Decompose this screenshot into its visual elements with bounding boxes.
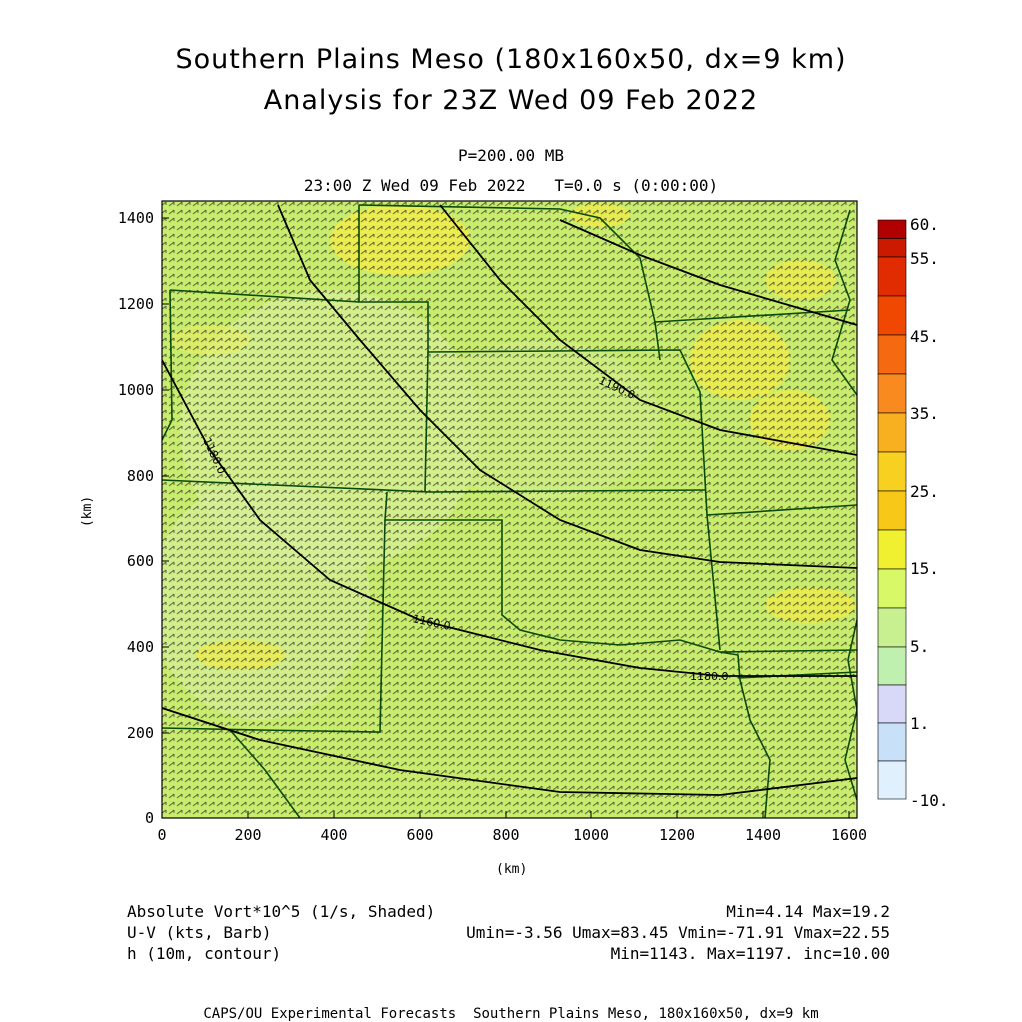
colorbar-label: 25.	[910, 482, 939, 501]
y-tick-label: 400	[126, 638, 154, 656]
y-tick-label: 600	[126, 552, 154, 570]
colorbar-label: 5.	[910, 637, 930, 656]
y-tick-label: 200	[126, 724, 154, 742]
x-tick-label: 1000	[572, 826, 610, 844]
wind-barbs	[162, 201, 857, 818]
y-tick-label: 1200	[117, 295, 154, 313]
contour-1190	[439, 204, 857, 456]
wind-stats: Umin=-3.56 Umax=83.45 Vmin=-71.91 Vmax=2…	[466, 923, 890, 942]
y-tick-label: 1000	[117, 381, 154, 399]
colorbar-label: 35.	[910, 404, 939, 423]
footer-credit: CAPS/OU Experimental Forecasts Southern …	[203, 1006, 819, 1022]
plot-frame	[161, 200, 858, 819]
y-tick-label: 1400	[117, 209, 154, 227]
wind-legend: U-V (kts, Barb)	[127, 923, 272, 942]
colorbar-label: 45.	[910, 327, 939, 346]
title-line-2: Analysis for 23Z Wed 09 Feb 2022	[263, 85, 759, 116]
x-tick-label: 200	[234, 826, 262, 844]
contour-label: 1180.0	[690, 670, 729, 683]
x-tick-label: 0	[157, 826, 167, 844]
vorticity-stats: Min=4.14 Max=19.2	[726, 902, 890, 921]
title-line-1: Southern Plains Meso (180x160x50, dx=9 k…	[175, 44, 847, 75]
x-tick-label: 800	[492, 826, 520, 844]
y-tick-label: 800	[126, 467, 154, 485]
contour-north	[559, 219, 857, 326]
colorbar	[877, 219, 907, 800]
height-stats: Min=1143. Max=1197. inc=10.00	[610, 944, 890, 963]
x-tick-label: 1400	[744, 826, 782, 844]
colorbar-label: 15.	[910, 559, 939, 578]
y-axis-label: (km)	[80, 495, 96, 528]
colorbar-label: 1.	[910, 714, 930, 733]
contour-1180-lower	[162, 707, 857, 796]
height-contours	[162, 204, 857, 796]
colorbar-label: 55.	[910, 249, 939, 268]
y-tick-label: 0	[144, 809, 154, 827]
height-legend: h (10m, contour)	[127, 944, 282, 963]
valid-time: 23:00 Z Wed 09 Feb 2022 T=0.0 s (0:00:00…	[303, 176, 719, 195]
x-tick-label: 400	[320, 826, 348, 844]
colorbar-label: -10.	[910, 791, 949, 810]
contour-1160	[162, 359, 857, 677]
colorbar-label: 60.	[910, 215, 939, 234]
x-axis-label: (km)	[496, 862, 528, 877]
pressure-level: P=200.00 MB	[458, 146, 564, 165]
state-borders	[162, 204, 857, 818]
x-tick-label: 1200	[658, 826, 696, 844]
contour-1180-upper	[277, 204, 857, 569]
x-tick-label: 600	[406, 826, 434, 844]
x-tick-label: 1600	[830, 826, 868, 844]
vorticity-field: 1190.0 1180.0 1160.0 1180.0	[162, 201, 857, 818]
vorticity-legend: Absolute Vort*10^5 (1/s, Shaded)	[127, 902, 436, 921]
axis-ticks	[161, 217, 850, 819]
